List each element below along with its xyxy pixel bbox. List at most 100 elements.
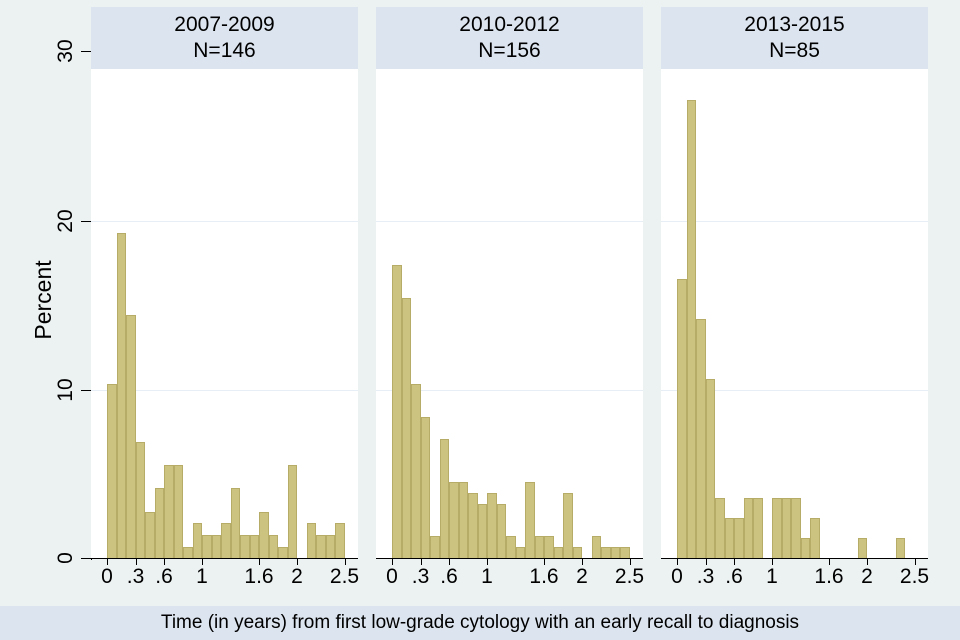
histogram-bar: [591, 536, 601, 558]
x-tick-mark: [829, 559, 830, 565]
x-tick-label: 2: [291, 565, 303, 588]
histogram-bar: [895, 538, 905, 558]
x-tick-label: 1: [196, 565, 208, 588]
histogram-bar: [620, 547, 630, 558]
histogram-bar: [715, 498, 725, 558]
gridline: [91, 389, 358, 391]
x-tick-label: 2.5: [614, 565, 645, 588]
histogram-bar: [563, 492, 573, 558]
gridline: [376, 389, 643, 391]
histogram-bar: [515, 547, 525, 558]
panel-header: 2010-2012 N=156: [376, 7, 643, 69]
x-tick-mark: [449, 559, 450, 565]
histogram-bar: [173, 465, 183, 558]
x-tick-mark: [202, 559, 203, 565]
histogram-bar: [810, 518, 820, 558]
histogram-bar: [221, 523, 231, 558]
x-tick-label: 1: [481, 565, 493, 588]
x-tick-mark: [772, 559, 773, 565]
histogram-bar: [506, 536, 516, 558]
gridline: [661, 389, 928, 391]
x-tick-mark: [164, 559, 165, 565]
histogram-bar: [734, 518, 744, 558]
x-tick-mark: [259, 559, 260, 565]
histogram-bar: [610, 547, 620, 558]
histogram-bar: [601, 547, 611, 558]
histogram-bar: [430, 536, 440, 558]
histogram-bar: [553, 547, 563, 558]
y-tick-mark: [81, 389, 91, 391]
x-tick-label: 1.6: [529, 565, 559, 588]
panel-n-label: N=146: [193, 39, 256, 62]
panel-2007-2009: 2007-2009 N=146 0 .3 .6 1 1.6 2 2.5: [91, 0, 359, 640]
histogram-bar: [753, 498, 763, 558]
histogram-bar: [449, 482, 459, 558]
histogram-bar: [572, 547, 582, 558]
histogram-bar: [325, 534, 335, 558]
histogram-bar: [392, 265, 402, 558]
panel-header: 2007-2009 N=146: [91, 7, 358, 69]
histogram-bar: [534, 536, 544, 558]
x-tick-label: .6: [725, 565, 743, 588]
x-tick-mark: [914, 559, 916, 565]
histogram-bar: [192, 523, 202, 558]
x-tick-label: 1.6: [814, 565, 844, 588]
histogram-bar: [743, 498, 753, 558]
x-tick-mark: [582, 559, 583, 565]
histogram-bar: [724, 518, 734, 558]
histogram-bar: [202, 534, 212, 558]
x-tick-label: .3: [696, 565, 715, 588]
histogram-bar: [259, 511, 269, 558]
x-tick-label: 2.5: [899, 565, 930, 588]
x-tick-mark: [344, 559, 346, 565]
histogram-bar: [477, 503, 487, 558]
histogram-bar: [496, 503, 506, 558]
histogram-bar: [800, 538, 810, 558]
histogram-bar: [696, 319, 706, 558]
x-axis-title-strip: Time (in years) from first low-grade cyt…: [0, 606, 960, 640]
x-tick-mark: [629, 559, 631, 565]
panel-title: 2010-2012: [459, 13, 560, 36]
histogram-bar: [287, 465, 297, 558]
histogram-bar: [401, 297, 411, 558]
x-tick-mark: [487, 559, 488, 565]
x-tick-mark: [392, 559, 393, 565]
histogram-bar: [154, 488, 164, 558]
x-tick-label: .3: [126, 565, 145, 588]
x-tick-mark: [734, 559, 735, 565]
histogram-bar: [705, 378, 715, 558]
x-tick-mark: [107, 559, 108, 565]
x-axis-title: Time (in years) from first low-grade cyt…: [160, 612, 800, 633]
gridline: [91, 220, 358, 222]
histogram-bar: [677, 279, 687, 558]
x-tick-label: 2.5: [329, 565, 360, 588]
panel-2010-2012: 2010-2012 N=156 0 .3 .6 1 1.6 2 2.5: [376, 0, 644, 640]
histogram-bar: [487, 492, 497, 558]
histogram-bar: [791, 498, 801, 558]
histogram-bar: [439, 438, 449, 558]
histogram-bar: [145, 511, 155, 558]
histogram-bar: [164, 465, 174, 558]
x-tick-mark: [705, 559, 707, 565]
plot-area: [91, 69, 358, 559]
histogram-bar: [525, 482, 535, 558]
histogram-bar: [249, 534, 259, 558]
histogram-bar: [126, 314, 136, 558]
histogram-bar: [857, 538, 867, 558]
histogram-bar: [211, 534, 221, 558]
gridline: [661, 220, 928, 222]
x-tick-label: .6: [440, 565, 458, 588]
x-tick-mark: [420, 559, 422, 565]
histogram-bar: [183, 546, 193, 558]
histogram-bar: [420, 417, 430, 558]
histogram-bar: [544, 536, 554, 558]
y-tick-mark: [81, 51, 91, 53]
gridline: [376, 220, 643, 222]
histogram-bar: [458, 482, 468, 558]
histogram-bar: [240, 534, 250, 558]
histogram-bar: [772, 498, 782, 558]
x-tick-label: .3: [411, 565, 430, 588]
histogram-bar: [335, 523, 345, 558]
